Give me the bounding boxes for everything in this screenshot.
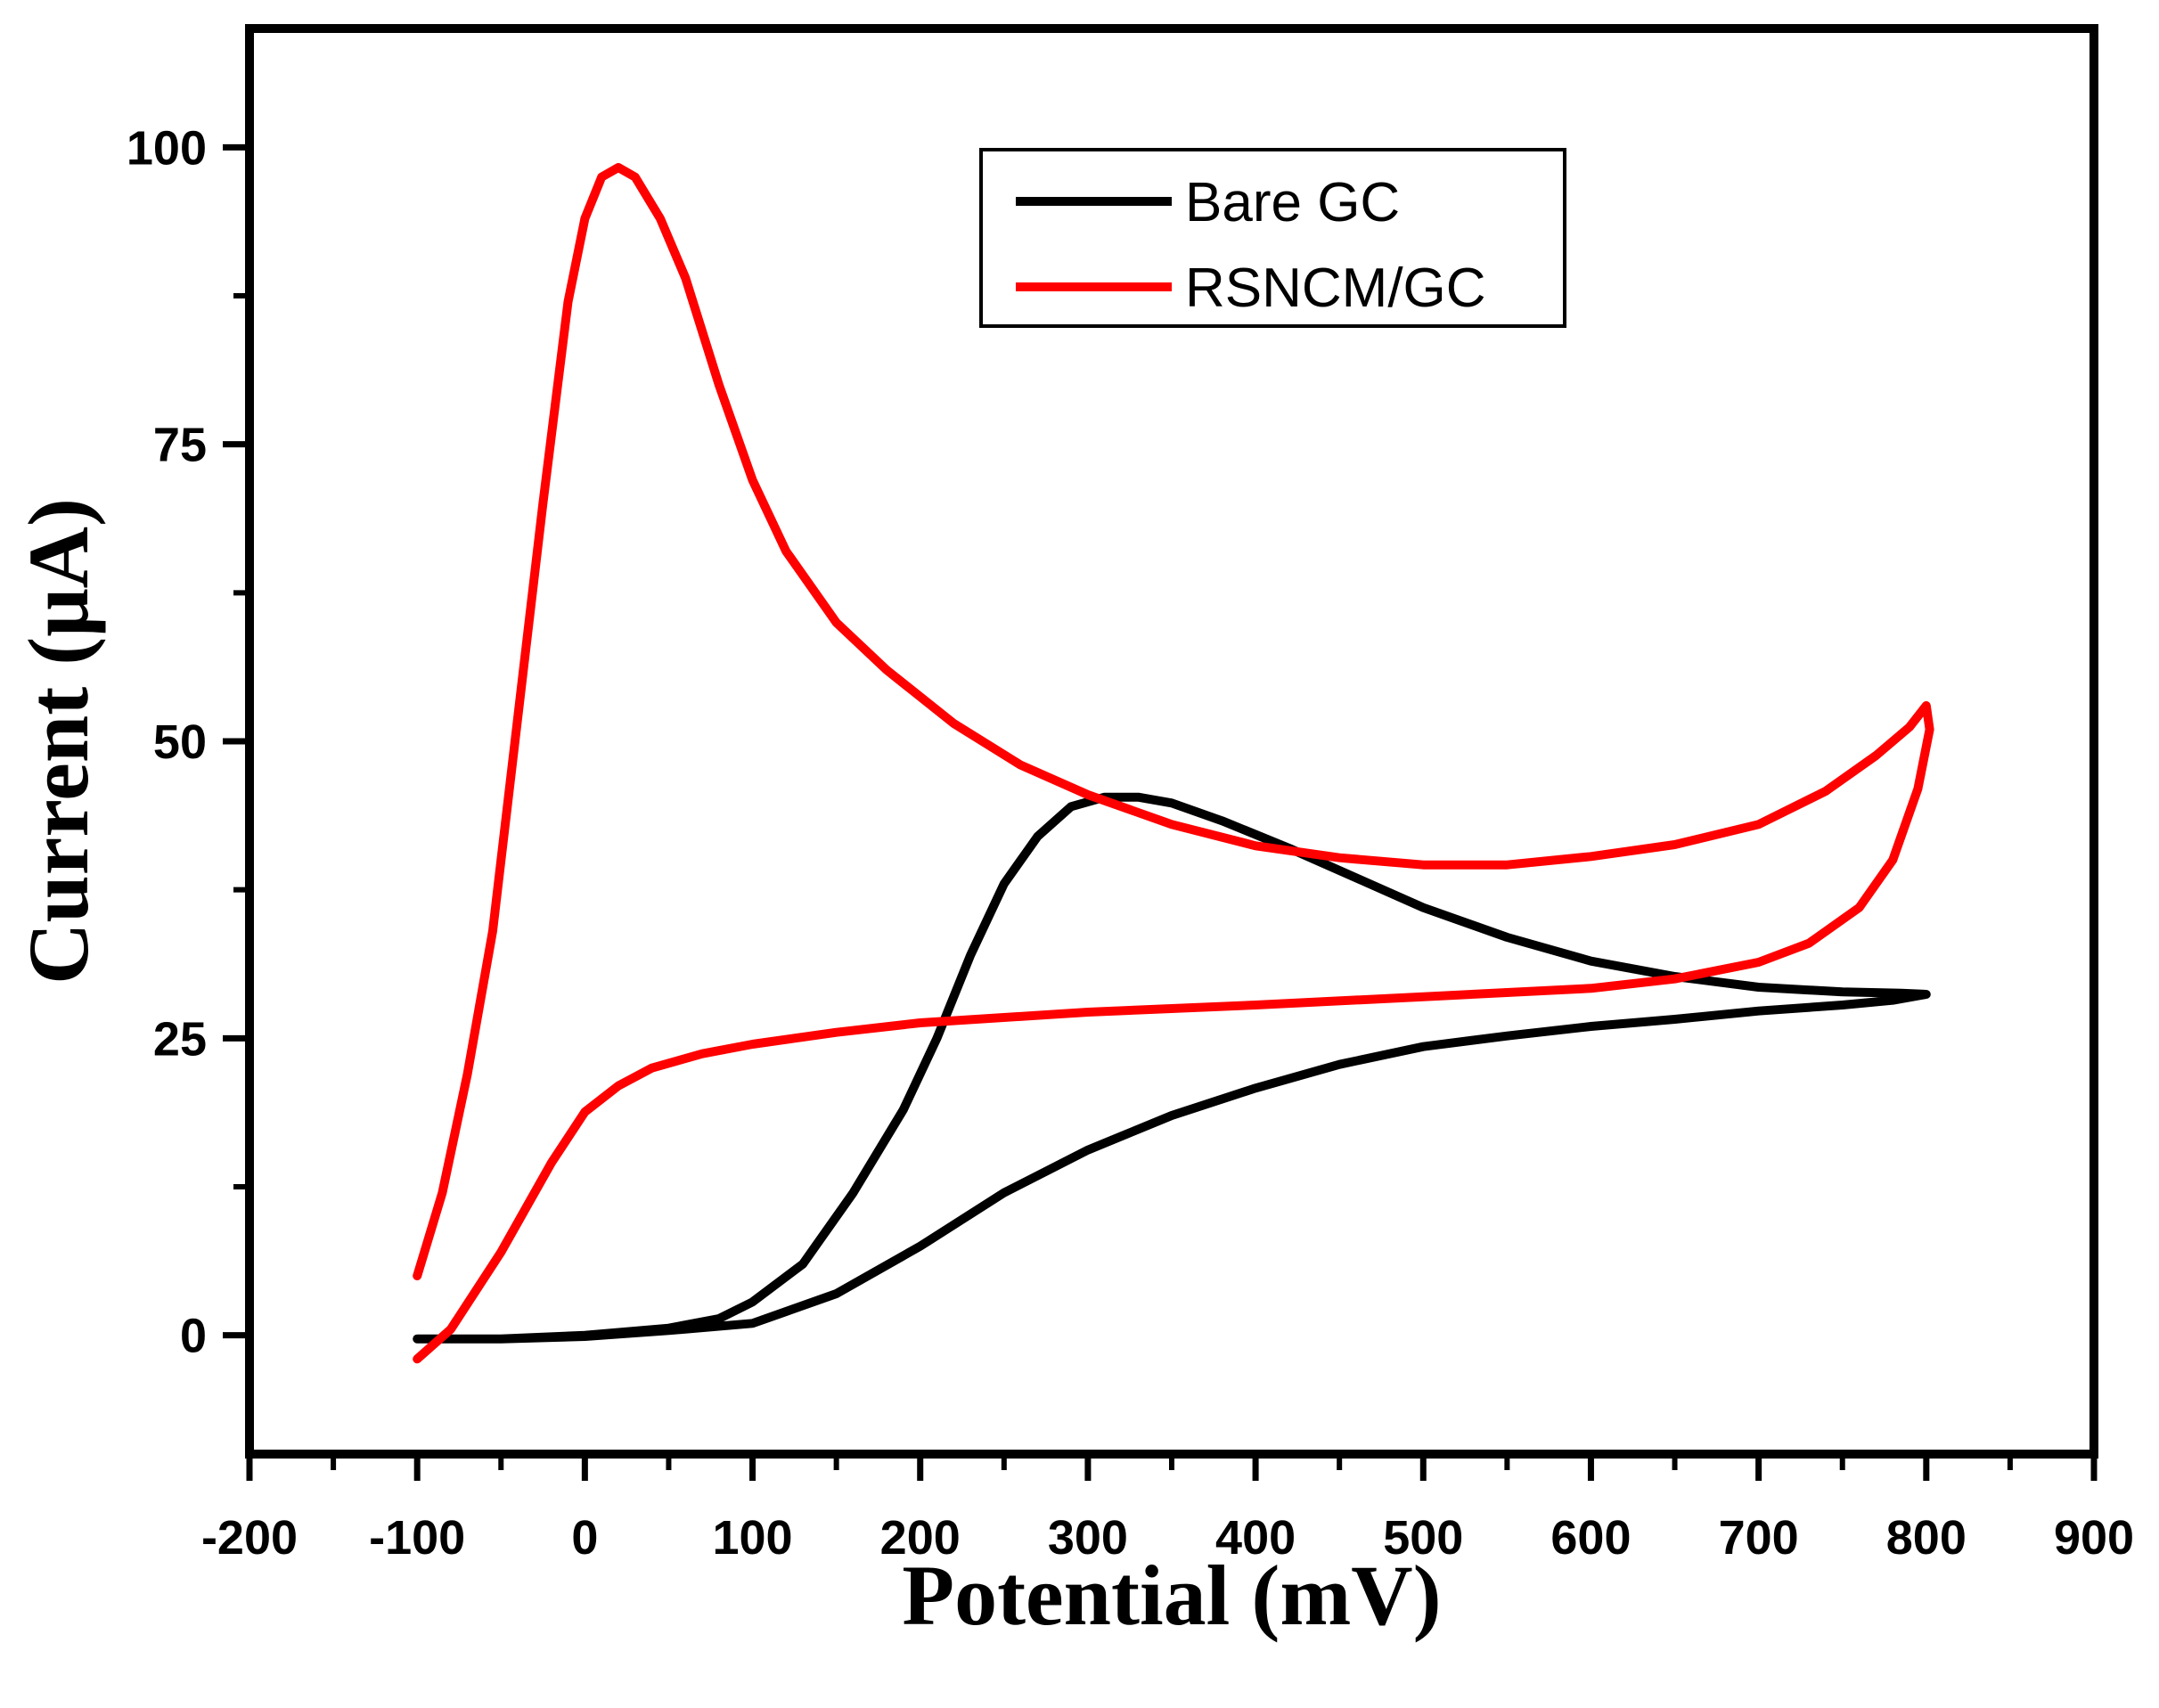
x-tick-label: 600 (1550, 1511, 1631, 1565)
legend-box (979, 148, 1566, 328)
tick-labels: -200 -100 0 100 200 300 400 500 600 700 800 900 0 25 5… (127, 121, 2134, 1565)
x-tick-label: 100 (712, 1511, 792, 1565)
x-tick-label: 0 (571, 1511, 598, 1565)
x-tick-label: -200 (201, 1511, 298, 1565)
x-tick-label: 200 (880, 1511, 961, 1565)
plot-frame (245, 24, 2098, 1459)
x-tick-label: 300 (1048, 1511, 1128, 1565)
y-tick-label: 100 (127, 121, 207, 175)
x-tick-label: 800 (1886, 1511, 1967, 1565)
y-tick-label: 25 (153, 1012, 207, 1066)
x-tick-label: 900 (2054, 1511, 2134, 1565)
y-tick-label: 75 (153, 419, 207, 472)
x-tick-label: 400 (1215, 1511, 1296, 1565)
y-tick-label: 50 (153, 715, 207, 769)
legend: Bare GC RSNCM/GC (979, 148, 1566, 328)
x-tick-label: 700 (1719, 1511, 1799, 1565)
x-tick-label: -100 (369, 1511, 465, 1565)
x-axis-title: Potential (mV) (902, 1548, 1441, 1643)
series-layer (413, 163, 1934, 1364)
series-line-rsncm-gc (413, 163, 1934, 1364)
x-tick-label: 500 (1383, 1511, 1463, 1565)
series-line-bare-gc (413, 792, 1931, 1344)
legend-label-bare-gc: Bare GC (1185, 172, 1400, 233)
y-tick-label: 0 (180, 1310, 207, 1363)
legend-label-rsncm-gc: RSNCM/GC (1185, 257, 1486, 319)
y-axis-title: Current (μA) (11, 498, 106, 985)
